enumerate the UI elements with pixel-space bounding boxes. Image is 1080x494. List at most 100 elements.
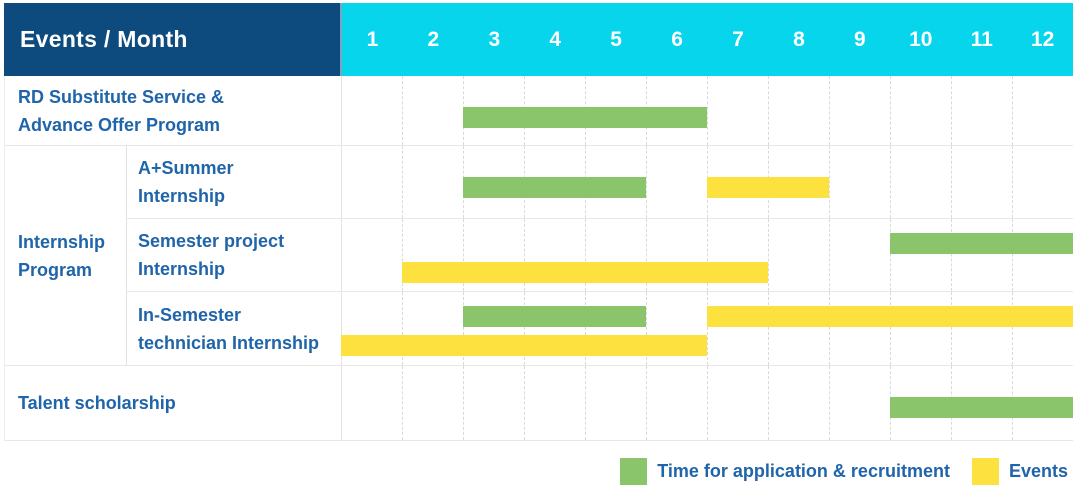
grid-column	[646, 366, 707, 440]
grid-column	[829, 76, 890, 145]
gantt-lane-talent-scholarship	[341, 366, 1073, 440]
legend-label-application: Time for application & recruitment	[657, 460, 950, 481]
label-cell-talent-scholarship: Talent scholarship	[5, 366, 341, 440]
label-cell-rd-substitute-service: RD Substitute Service & Advance Offer Pr…	[5, 76, 341, 145]
grid-column	[890, 292, 951, 365]
grid-column	[951, 146, 1012, 218]
month-label-2: 2	[427, 27, 440, 51]
grid-column	[707, 219, 768, 291]
internship-sub-rows: A+Summer Internship Semester project Int…	[126, 146, 1073, 365]
row-talent-scholarship: Talent scholarship	[5, 366, 1073, 441]
grid-column	[1012, 292, 1073, 365]
gantt-lane-semester-project-internship	[341, 219, 1073, 291]
grid-column	[890, 219, 951, 291]
month-label-5: 5	[610, 27, 622, 51]
grid-column	[341, 219, 402, 291]
grid-column	[768, 76, 829, 145]
row-label-line: technician Internship	[138, 332, 320, 353]
grid-column	[890, 76, 951, 145]
grid-column	[341, 146, 402, 218]
row-label-line: Internship	[138, 259, 226, 279]
application-bar	[463, 177, 646, 198]
grid-column	[829, 366, 890, 440]
table-body: RD Substitute Service & Advance Offer Pr…	[4, 76, 1073, 441]
grid-column	[707, 76, 768, 145]
row-label: Semester project Internship	[138, 227, 284, 283]
month-label-1: 1	[366, 27, 379, 51]
event-bar	[707, 177, 829, 198]
row-label: RD Substitute Service & Advance Offer Pr…	[18, 83, 224, 139]
legend-item-application: Time for application & recruitment	[620, 457, 950, 485]
month-label-8: 8	[793, 27, 805, 51]
row-label-line: In-Semester	[138, 304, 242, 325]
grid-column	[402, 146, 463, 218]
row-label-line: Internship	[138, 186, 226, 206]
grid-column	[524, 292, 585, 365]
application-color-swatch	[620, 457, 648, 485]
month-label-9: 9	[853, 27, 866, 51]
grid-column	[341, 292, 402, 365]
grid-column	[1012, 146, 1073, 218]
event-bar	[341, 335, 707, 356]
application-bar	[890, 233, 1073, 254]
grid-column	[646, 146, 707, 218]
legend: Time for application & recruitment Event…	[0, 440, 1068, 494]
header-row: Events / Month 1 2 3 4 5 6 7 8 9 10 11 12	[4, 3, 1073, 76]
row-label: A+Summer Internship	[138, 154, 234, 210]
row-rd-substitute-service: RD Substitute Service & Advance Offer Pr…	[5, 76, 1073, 146]
row-a-plus-summer-internship: A+Summer Internship	[126, 146, 1073, 219]
grid-column	[402, 76, 463, 145]
event-bar	[707, 306, 1073, 327]
grid-column	[646, 292, 707, 365]
grid-column	[463, 366, 524, 440]
grid-column	[341, 76, 402, 145]
grid-column	[463, 219, 524, 291]
row-label: Talent scholarship	[18, 389, 176, 417]
grid-column	[402, 219, 463, 291]
label-cell-a-plus-summer-internship: A+Summer Internship	[126, 146, 341, 218]
month-label-10: 10	[909, 27, 933, 51]
month-label-11: 11	[970, 27, 993, 51]
application-bar	[890, 397, 1073, 418]
row-label-line: Semester project	[138, 231, 285, 251]
grid-column	[585, 366, 646, 440]
row-group-internship-program: Internship Program A+Summer Internship	[5, 146, 1073, 366]
grid-column	[829, 292, 890, 365]
month-label-7: 7	[732, 27, 744, 51]
legend-label-events: Events	[1008, 460, 1068, 481]
row-label-line: RD Substitute Service &	[18, 86, 225, 107]
group-label: Internship Program	[18, 228, 105, 284]
grid-column	[707, 292, 768, 365]
event-color-swatch	[971, 457, 999, 485]
grid-column	[768, 219, 829, 291]
grid-column	[402, 366, 463, 440]
gantt-lane-a-plus-summer-internship	[341, 146, 1073, 218]
grid-column	[585, 219, 646, 291]
grid-column	[646, 219, 707, 291]
application-bar	[463, 107, 707, 128]
grid-column	[951, 292, 1012, 365]
month-label-3: 3	[488, 27, 501, 51]
application-bar	[463, 306, 646, 327]
grid-column	[829, 146, 890, 218]
group-label-line: Program	[18, 259, 93, 280]
month-label-4: 4	[549, 27, 562, 51]
label-cell-in-semester-technician-internship: In-Semester technician Internship	[126, 292, 341, 365]
grid-column	[951, 76, 1012, 145]
row-label-line: Advance Offer Program	[18, 114, 221, 135]
legend-item-events: Events	[971, 457, 1068, 485]
grid-column	[524, 366, 585, 440]
grid-column	[707, 366, 768, 440]
header-title-cell: Events / Month	[4, 3, 340, 76]
grid-column	[768, 292, 829, 365]
row-in-semester-technician-internship: In-Semester technician Internship	[126, 292, 1073, 365]
month-label-6: 6	[671, 27, 683, 51]
row-label-line: A+Summer	[138, 158, 234, 178]
grid-column	[829, 219, 890, 291]
gantt-lane-rd-substitute-service	[341, 76, 1073, 145]
grid-column	[1012, 219, 1073, 291]
label-cell-semester-project-internship: Semester project Internship	[126, 219, 341, 291]
grid-column	[463, 292, 524, 365]
month-axis: 1 2 3 4 5 6 7 8 9 10 11 12	[340, 3, 1073, 76]
